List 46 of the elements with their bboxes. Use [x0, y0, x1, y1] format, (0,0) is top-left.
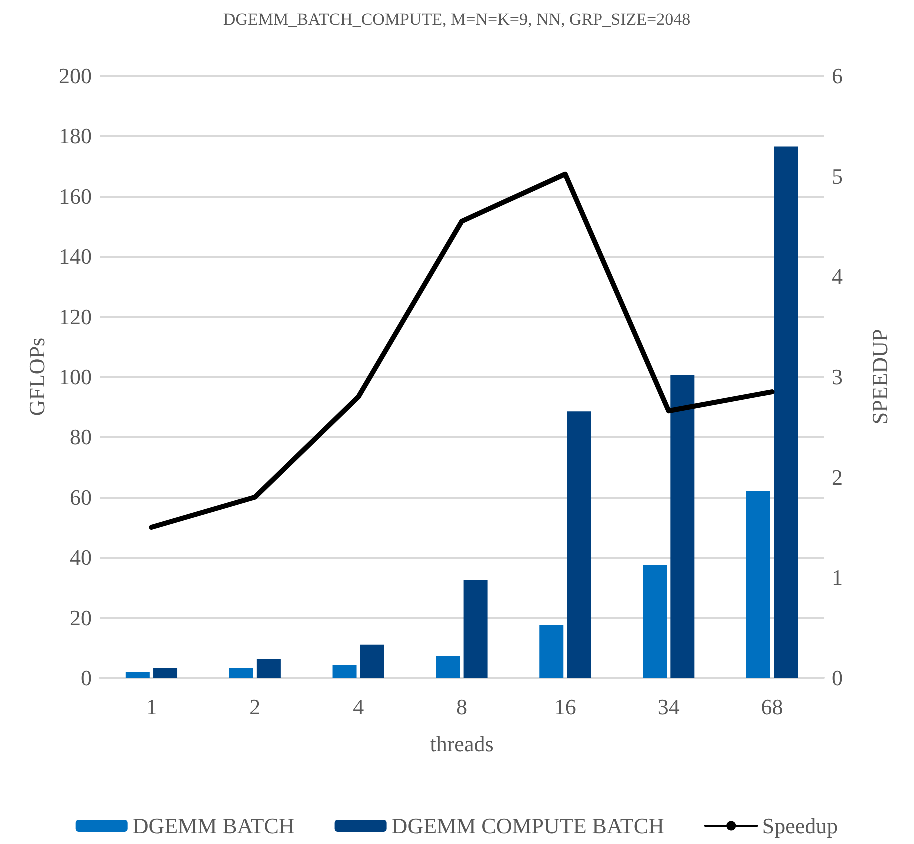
bar: [360, 644, 384, 678]
y2-tick-label: 5: [832, 164, 843, 189]
y2-tick-label: 4: [832, 264, 843, 290]
bar: [256, 659, 281, 678]
x-tick-label: 16: [554, 694, 576, 720]
bar: [746, 491, 770, 678]
y2-tick-label: 6: [832, 64, 843, 88]
x-tick-label: 2: [250, 694, 261, 720]
bar: [643, 565, 668, 678]
bar: [436, 656, 460, 678]
bar: [540, 625, 564, 678]
legend-label: DGEMM BATCH: [132, 814, 295, 838]
y-tick-label: 120: [59, 304, 92, 330]
bar: [126, 672, 150, 678]
y2-tick-label: 3: [832, 364, 843, 390]
x-tick-label: 4: [353, 694, 364, 720]
legend-label: DGEMM COMPUTE BATCH: [392, 814, 664, 838]
y-axis-title: GFLOPs: [24, 338, 50, 416]
y2-tick-label: 0: [832, 666, 843, 690]
y-tick-label: 160: [59, 184, 92, 209]
y2-axis-title: SPEEDUP: [868, 329, 892, 425]
legend-label: Speedup: [762, 814, 838, 838]
y-tick-label: 140: [59, 244, 92, 270]
x-axis-title: threads: [430, 732, 494, 756]
bar: [464, 580, 488, 678]
x-tick-label: 68: [761, 694, 784, 720]
y-tick-label: 200: [59, 64, 92, 88]
y2-tick-label: 2: [832, 464, 843, 490]
y-tick-label: 180: [59, 124, 92, 149]
bar: [229, 668, 254, 678]
x-tick-label: 34: [658, 694, 680, 720]
y-tick-label: 0: [81, 666, 92, 690]
bar: [567, 412, 592, 678]
y-tick-label: 40: [70, 545, 92, 570]
y-tick-label: 80: [70, 424, 92, 450]
chart-title: DGEMM_BATCH_COMPUTE, M=N=K=9, NN, GRP_SIZE=2048: [223, 10, 691, 29]
x-tick-label: 8: [456, 694, 468, 720]
x-tick-label: 1: [146, 694, 158, 720]
bar: [774, 146, 798, 678]
y-tick-label: 60: [70, 484, 92, 510]
bar: [670, 375, 695, 678]
y-tick-label: 20: [70, 605, 92, 630]
y-tick-label: 100: [59, 364, 92, 390]
bar: [154, 668, 178, 678]
y2-tick-label: 1: [832, 565, 843, 590]
bar: [332, 665, 357, 678]
